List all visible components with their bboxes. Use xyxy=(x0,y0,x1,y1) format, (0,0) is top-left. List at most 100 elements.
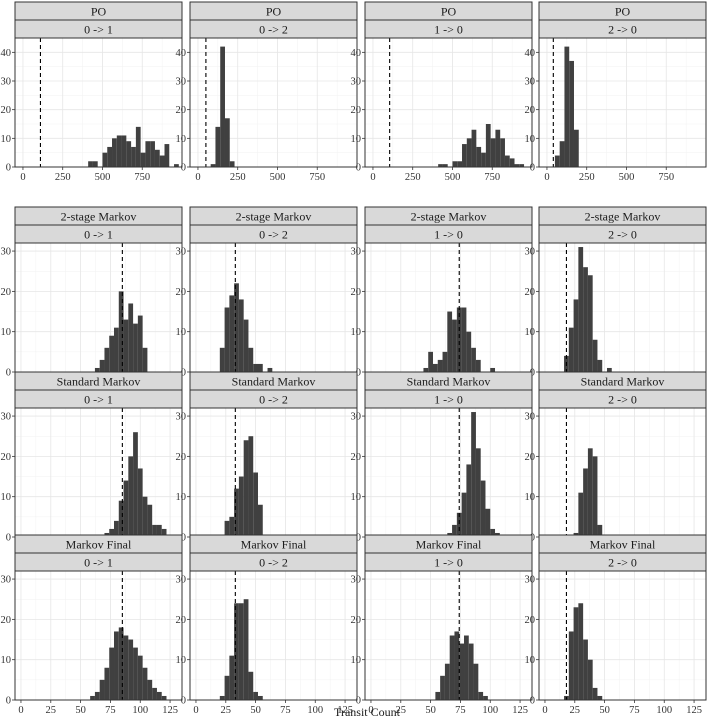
panel-border xyxy=(538,407,707,538)
x-tick-label: 125 xyxy=(337,705,353,716)
histogram-bar xyxy=(147,504,153,537)
strip-transition-label: 2 -> 0 xyxy=(608,23,637,37)
histogram-bar xyxy=(128,639,134,700)
y-tick-label: 20 xyxy=(1,452,12,463)
facet-panel-po-0-1: PO 0 -> 1 0 250 500 750 0 10 20 30 40 xyxy=(1,1,183,183)
x-tick-label: 750 xyxy=(484,172,500,183)
histogram-bar xyxy=(109,528,115,537)
histogram-bar xyxy=(449,635,455,700)
panel-border xyxy=(364,570,533,701)
plot-background xyxy=(190,571,357,700)
x-tick-label: 0 xyxy=(20,172,25,183)
y-tick-label: 10 xyxy=(525,327,536,338)
histogram-bar xyxy=(495,129,501,167)
strip-transition-label: 0 -> 1 xyxy=(84,393,113,407)
histogram-bar xyxy=(564,46,570,167)
facet-panel-po-0-2: PO 0 -> 2 0 250 500 750 0 10 20 30 40 xyxy=(176,1,358,183)
strip-transition-label: 2 -> 0 xyxy=(608,393,637,407)
panel-border xyxy=(364,37,533,168)
histogram-bar xyxy=(104,347,110,372)
strip-model-label: PO xyxy=(266,5,282,19)
histogram-bar xyxy=(490,138,496,167)
x-tick-label: 250 xyxy=(579,172,595,183)
histogram-bar xyxy=(174,164,179,167)
histogram-bar xyxy=(88,161,93,167)
strip-transition-label: 0 -> 2 xyxy=(259,393,288,407)
histogram-bar xyxy=(253,363,258,372)
facet-panel-po-2-0: PO 2 -> 0 0 250 500 750 0 10 20 30 40 xyxy=(525,1,707,183)
histogram-bar xyxy=(114,327,119,372)
x-tick-label: 750 xyxy=(658,172,674,183)
histogram-bar xyxy=(229,516,235,537)
plot-background xyxy=(190,408,357,537)
histogram-bar xyxy=(504,155,510,167)
y-tick-label: 0 xyxy=(181,368,186,379)
y-tick-label: 30 xyxy=(1,77,12,88)
y-tick-label: 0 xyxy=(6,696,11,707)
panel-border xyxy=(14,570,183,701)
histogram-bar xyxy=(142,667,148,700)
histogram-bar xyxy=(116,135,122,167)
y-tick-label: 30 xyxy=(525,247,536,258)
y-tick-label: 0 xyxy=(6,533,11,544)
x-tick-label: 0 xyxy=(195,172,200,183)
histogram-bar xyxy=(248,671,254,700)
plot-background xyxy=(190,243,357,372)
histogram-bar xyxy=(471,347,476,372)
histogram-bar xyxy=(142,496,148,537)
y-tick-label: 0 xyxy=(356,163,361,174)
histogram-bar xyxy=(569,60,574,167)
histogram-bar xyxy=(229,295,235,372)
facet-panel-po-1-0: PO 1 -> 0 0 250 500 750 0 10 20 30 40 xyxy=(351,1,533,183)
histogram-bar xyxy=(238,603,244,700)
histogram-bar xyxy=(243,319,249,372)
x-tick-label: 125 xyxy=(512,705,528,716)
y-tick-label: 0 xyxy=(356,696,361,707)
histogram-bar xyxy=(229,161,235,167)
y-tick-label: 40 xyxy=(351,48,362,59)
x-tick-label: 50 xyxy=(75,705,86,716)
y-tick-label: 20 xyxy=(351,452,362,463)
histogram-bar xyxy=(248,347,254,372)
histogram-bar xyxy=(161,528,167,537)
histogram-bar xyxy=(104,667,110,700)
y-tick-label: 10 xyxy=(351,327,362,338)
x-tick-label: 100 xyxy=(482,705,498,716)
histogram-bar xyxy=(137,655,143,700)
y-tick-label: 20 xyxy=(351,105,362,116)
histogram-bar xyxy=(480,480,486,537)
histogram-bar xyxy=(583,468,588,537)
strip-transition-label: 1 -> 0 xyxy=(434,556,463,570)
histogram-bar xyxy=(481,152,486,167)
y-tick-label: 10 xyxy=(176,327,187,338)
panel-border xyxy=(14,407,183,538)
y-tick-label: 0 xyxy=(181,163,186,174)
strip-model-label: 2-stage Markov xyxy=(585,210,661,224)
y-tick-label: 10 xyxy=(1,492,12,503)
x-tick-label: 0 xyxy=(368,705,373,716)
x-tick-label: 0 xyxy=(193,705,198,716)
histogram-bar xyxy=(99,359,105,372)
strip-model-label: Standard Markov xyxy=(407,375,491,389)
histogram-bar xyxy=(452,524,457,537)
strip-model-label: PO xyxy=(91,5,107,19)
histogram-bar xyxy=(461,492,467,537)
x-tick-label: 100 xyxy=(307,705,323,716)
histogram-bar xyxy=(587,275,593,372)
strip-transition-label: 2 -> 0 xyxy=(608,228,637,242)
histogram-bar xyxy=(267,367,273,372)
histogram-bar xyxy=(478,691,484,700)
y-tick-label: 10 xyxy=(351,134,362,145)
y-tick-label: 40 xyxy=(525,48,536,59)
y-tick-label: 0 xyxy=(530,696,535,707)
histogram-bar xyxy=(583,639,588,700)
y-tick-label: 10 xyxy=(176,492,187,503)
histogram-bar xyxy=(224,520,230,537)
histogram-bar xyxy=(224,675,230,700)
y-tick-label: 30 xyxy=(351,575,362,586)
x-tick-label: 250 xyxy=(405,172,421,183)
y-tick-label: 40 xyxy=(176,48,187,59)
strip-model-label: Markov Final xyxy=(416,538,482,552)
